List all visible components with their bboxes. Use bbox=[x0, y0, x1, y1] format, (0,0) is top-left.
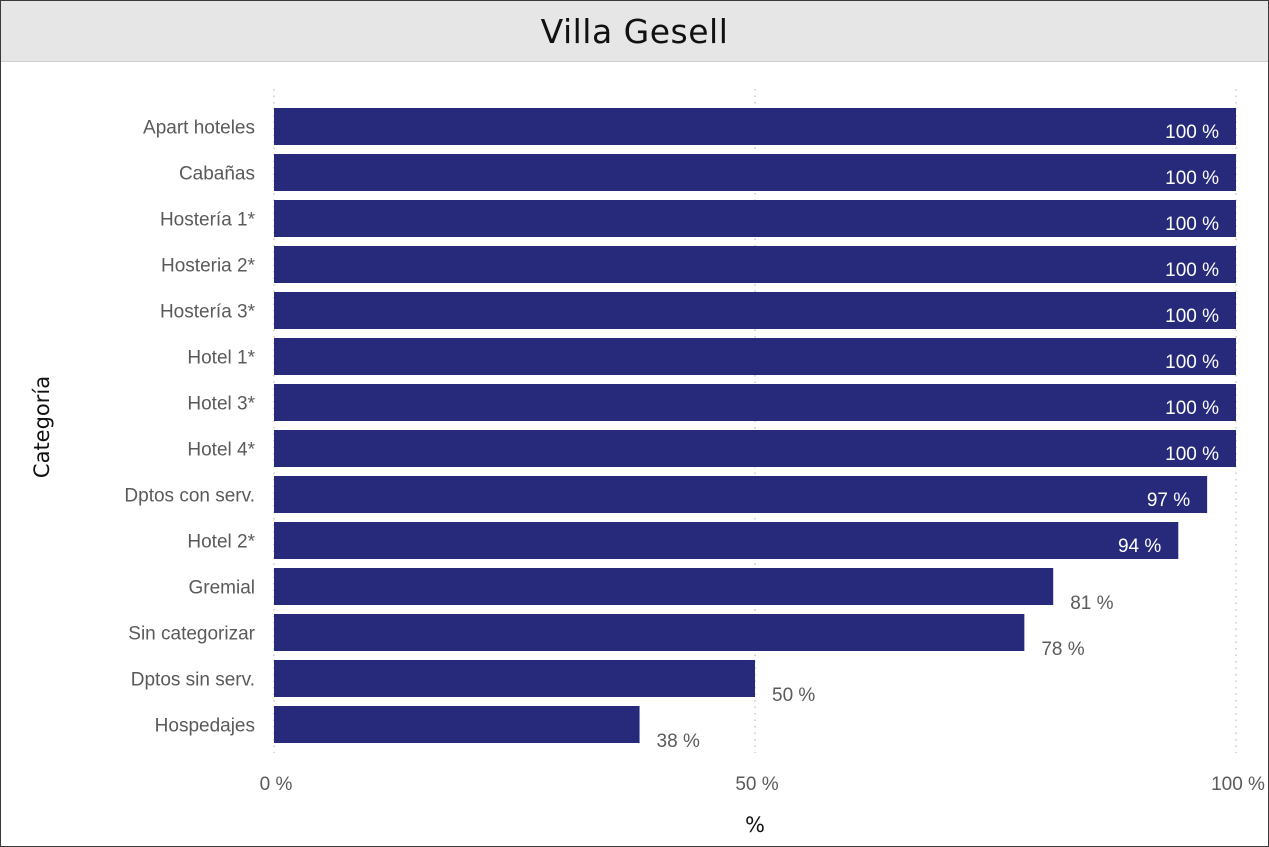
data-label: 100 % bbox=[1165, 444, 1219, 465]
data-label: 100 % bbox=[1165, 260, 1219, 281]
x-tick-label: 0 % bbox=[260, 774, 293, 795]
category-label: Hostería 1* bbox=[160, 210, 256, 231]
bar bbox=[274, 292, 1236, 329]
category-label: Hotel 1* bbox=[187, 348, 255, 369]
bar bbox=[274, 154, 1236, 191]
x-tick-label: 50 % bbox=[735, 774, 778, 795]
data-label: 100 % bbox=[1165, 306, 1219, 327]
data-label: 100 % bbox=[1165, 122, 1219, 143]
data-label: 100 % bbox=[1165, 398, 1219, 419]
x-axis-title: % bbox=[745, 813, 765, 837]
bar bbox=[274, 246, 1236, 283]
data-label: 100 % bbox=[1165, 214, 1219, 235]
category-label: Apart hoteles bbox=[143, 118, 255, 139]
category-label: Hotel 4* bbox=[187, 440, 255, 461]
category-label: Sin categorizar bbox=[128, 624, 255, 645]
bar bbox=[274, 200, 1236, 237]
data-label: 81 % bbox=[1070, 593, 1113, 614]
data-label: 100 % bbox=[1165, 352, 1219, 373]
bar bbox=[274, 568, 1054, 605]
bar bbox=[274, 384, 1236, 421]
x-tick-label: 100 % bbox=[1211, 774, 1265, 795]
y-axis-title: Categoría bbox=[30, 376, 54, 478]
category-label: Hospedajes bbox=[155, 716, 255, 737]
chart-title: Villa Gesell bbox=[540, 11, 729, 51]
data-label: 94 % bbox=[1118, 536, 1161, 557]
data-label: 97 % bbox=[1147, 490, 1190, 511]
bar bbox=[274, 108, 1236, 145]
bar bbox=[274, 614, 1025, 651]
bar bbox=[274, 660, 755, 697]
title-bar: Villa Gesell bbox=[1, 1, 1268, 62]
category-label: Hotel 2* bbox=[187, 532, 255, 553]
category-label: Dptos con serv. bbox=[124, 486, 255, 507]
data-label: 100 % bbox=[1165, 168, 1219, 189]
bar bbox=[274, 476, 1208, 513]
data-label: 38 % bbox=[657, 731, 700, 752]
category-label: Cabañas bbox=[179, 164, 255, 185]
data-label: 78 % bbox=[1041, 639, 1084, 660]
category-label: Hosteria 2* bbox=[161, 256, 256, 277]
category-label: Hotel 3* bbox=[187, 394, 255, 415]
category-label: Dptos sin serv. bbox=[131, 670, 255, 691]
data-label: 50 % bbox=[772, 685, 815, 706]
bar bbox=[274, 338, 1236, 375]
bar bbox=[274, 522, 1179, 559]
bar bbox=[274, 430, 1236, 467]
category-label: Hostería 3* bbox=[160, 302, 256, 323]
category-label: Gremial bbox=[188, 578, 255, 599]
bar bbox=[274, 706, 640, 743]
